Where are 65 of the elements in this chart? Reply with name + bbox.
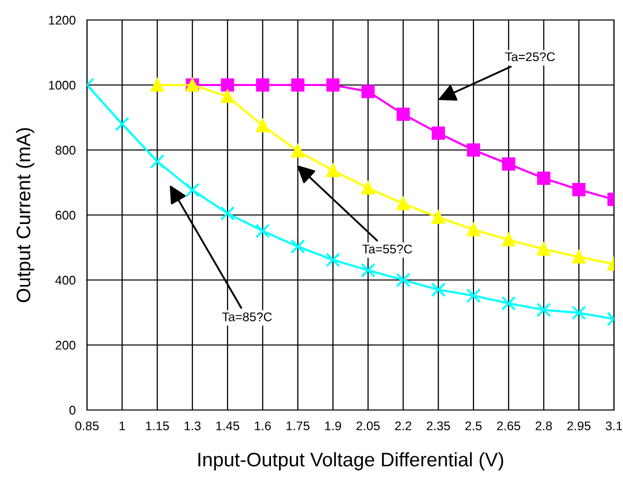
point xyxy=(466,288,481,303)
x-tick-label: 3.1 xyxy=(606,421,622,430)
x-tick-label: 2.5 xyxy=(465,421,482,430)
point xyxy=(256,119,270,132)
point xyxy=(432,210,445,224)
x-tick-label: 2.65 xyxy=(497,421,520,430)
y-axis-title: Output Current (mA) xyxy=(16,128,34,302)
x-tick-label: 2.35 xyxy=(426,421,450,430)
annotation: Ta=55?C xyxy=(362,244,412,254)
annotation: Ta=85?C xyxy=(222,312,272,322)
point xyxy=(150,78,164,92)
point xyxy=(466,143,480,157)
x-tick-label: 1 xyxy=(120,422,125,430)
y-tick-label: 0 xyxy=(69,406,76,415)
y-tick-label: 400 xyxy=(55,276,76,285)
point xyxy=(220,206,235,221)
point xyxy=(326,78,340,92)
point xyxy=(396,272,410,288)
x-tick-label: 2.8 xyxy=(536,421,552,430)
point xyxy=(291,78,304,92)
x-tick-label: 1.3 xyxy=(184,421,201,430)
point xyxy=(326,252,340,268)
point xyxy=(572,250,586,264)
point xyxy=(185,182,200,198)
y-tick-label: 600 xyxy=(56,210,76,220)
point xyxy=(290,239,306,254)
point xyxy=(572,306,586,320)
x-tick-label: 1.75 xyxy=(286,422,310,430)
point xyxy=(255,224,270,238)
point xyxy=(431,282,446,298)
point xyxy=(432,126,445,140)
x-tick-label: 0.85 xyxy=(75,421,99,430)
point xyxy=(150,154,165,169)
annotation: Ta=25?C xyxy=(505,52,555,62)
point xyxy=(361,181,375,195)
point xyxy=(537,172,550,185)
point xyxy=(256,78,270,92)
point xyxy=(502,157,516,171)
y-tick-label: 200 xyxy=(56,340,76,350)
x-tick-label: 1.45 xyxy=(216,422,240,430)
x-axis-title: Input-Output Voltage Differential (V) xyxy=(198,452,504,470)
point xyxy=(326,164,340,178)
point xyxy=(360,262,376,278)
x-tick-label: 1.15 xyxy=(146,422,169,430)
x-tick-label: 1.6 xyxy=(254,421,271,430)
x-tick-label: 2.2 xyxy=(395,421,412,430)
y-tick-label: 1000 xyxy=(49,80,76,90)
x-tick-label: 1.9 xyxy=(325,421,342,430)
x-tick-label: 2.95 xyxy=(567,421,591,430)
y-tick-label: 1200 xyxy=(49,16,76,25)
point xyxy=(536,302,552,318)
point xyxy=(291,144,304,158)
point xyxy=(220,78,234,92)
point xyxy=(396,108,410,121)
y-tick-label: 800 xyxy=(56,146,76,155)
point xyxy=(396,197,410,210)
point xyxy=(572,183,586,196)
point xyxy=(220,90,234,103)
point xyxy=(502,233,516,246)
point xyxy=(361,84,375,98)
point xyxy=(114,116,130,132)
x-tick-label: 2.05 xyxy=(356,421,380,430)
point xyxy=(501,296,516,311)
point xyxy=(466,223,480,236)
point xyxy=(537,242,550,256)
